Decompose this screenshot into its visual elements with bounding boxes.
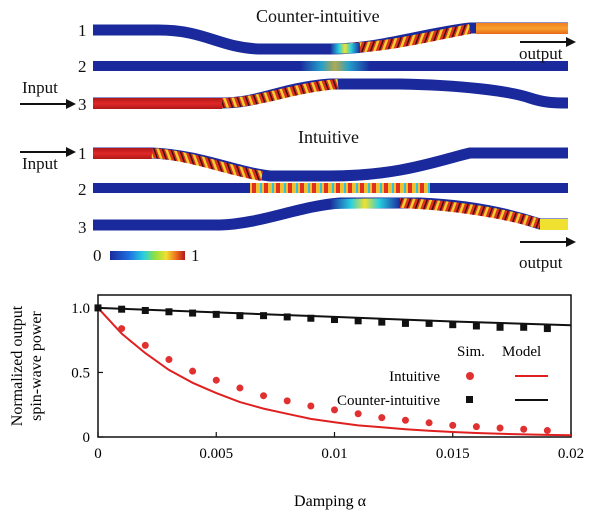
damping-chart: 0 0.005 0.01 0.015 0.02 0 0.5 1.0 Sim. Model In… [9, 294, 584, 510]
intuitive-title: Intuitive [298, 127, 359, 147]
sim-point-counter [449, 321, 457, 329]
sim-point-counter [236, 312, 244, 320]
sim-point-intuitive [212, 376, 220, 384]
sim-point-intuitive [165, 356, 173, 364]
sim-point-counter [496, 323, 504, 331]
counter-guide-1 [93, 22, 568, 55]
legend-header-sim: Sim. [457, 344, 485, 360]
sim-point-intuitive [401, 416, 409, 424]
sim-point-intuitive [283, 397, 291, 405]
sim-point-counter [543, 325, 551, 333]
y-tick-label: 0.5 [71, 365, 90, 381]
model-curve-intuitive [97, 307, 572, 437]
sim-point-counter [165, 308, 173, 316]
sim-point-intuitive [425, 419, 433, 427]
counter-output-label: output [519, 44, 563, 63]
counter-guide-label-1: 1 [78, 21, 87, 40]
intuitive-guide-3 [93, 197, 568, 231]
intuitive-guide-label-2: 2 [78, 180, 87, 199]
sim-point-counter [520, 323, 528, 331]
x-tick-label: 0.015 [436, 446, 470, 462]
sim-point-counter [307, 314, 315, 322]
sim-point-intuitive [307, 402, 315, 410]
colorbar-max-label: 1 [191, 246, 200, 265]
colorbar [110, 251, 185, 260]
sim-point-counter [283, 313, 291, 321]
x-axis-label: Damping α [294, 493, 367, 510]
sim-point-intuitive [141, 341, 149, 349]
sim-point-counter [189, 309, 197, 317]
x-tick-label: 0 [94, 446, 102, 462]
sim-point-counter [354, 317, 362, 325]
legend-marker-intuitive-sim [466, 372, 474, 380]
sim-point-intuitive [472, 423, 480, 431]
y-tick-label: 0 [83, 430, 91, 446]
counter-output-arrow [520, 37, 576, 47]
x-tick-label: 0.02 [558, 446, 584, 462]
counter-guide-label-2: 2 [78, 57, 87, 76]
y-axis-label-line1: Normalized output [9, 305, 26, 426]
intuitive-input-arrow [20, 147, 76, 157]
intuitive-guide-label-1: 1 [78, 144, 87, 163]
intuitive-output-label: output [519, 253, 563, 272]
intuitive-guide-label-3: 3 [78, 218, 87, 237]
sim-point-intuitive [496, 424, 504, 432]
intuitive-guide-1 [93, 147, 568, 182]
counter-input-label: Input [22, 78, 58, 97]
sim-point-intuitive [118, 325, 126, 333]
sim-point-counter [331, 316, 338, 324]
counter-guide-2 [93, 61, 568, 71]
x-tick-label: 0.005 [199, 446, 233, 462]
legend-label-intuitive: Intuitive [389, 369, 440, 385]
sim-point-counter [425, 319, 433, 327]
sim-point-intuitive [260, 392, 268, 400]
counter-intuitive-title: Counter-intuitive [256, 6, 380, 26]
sim-point-intuitive [543, 427, 551, 435]
sim-point-counter [212, 310, 220, 318]
sim-point-intuitive [378, 414, 386, 422]
intuitive-guide-2 [93, 183, 568, 193]
sim-point-intuitive [449, 421, 457, 429]
legend-header-model: Model [502, 344, 541, 360]
legend-label-counter: Counter-intuitive [337, 393, 440, 409]
legend-marker-counter-sim [466, 396, 473, 403]
y-tick-label: 1.0 [71, 301, 90, 317]
intuitive-output-arrow [520, 237, 576, 247]
sim-point-intuitive [331, 406, 338, 414]
colorbar-min-label: 0 [93, 246, 102, 265]
y-axis-label-line2: spin-wave power [28, 310, 45, 420]
counter-guide-3 [93, 78, 569, 109]
sim-point-intuitive [236, 384, 244, 392]
sim-point-intuitive [520, 425, 528, 433]
sim-point-counter [118, 305, 126, 313]
counter-guide-label-3: 3 [78, 95, 87, 114]
intuitive-input-label: Input [22, 154, 58, 173]
sim-point-counter [472, 322, 480, 330]
waveguide-diagrams [93, 22, 569, 260]
sim-point-counter [401, 319, 409, 327]
sim-point-intuitive [354, 410, 362, 418]
sim-point-counter [260, 312, 268, 320]
sim-point-counter [94, 304, 102, 312]
sim-point-counter [378, 318, 386, 326]
sim-point-intuitive [189, 367, 197, 375]
counter-input-arrow [20, 99, 76, 109]
x-tick-label: 0.01 [321, 446, 347, 462]
sim-point-counter [141, 306, 149, 314]
